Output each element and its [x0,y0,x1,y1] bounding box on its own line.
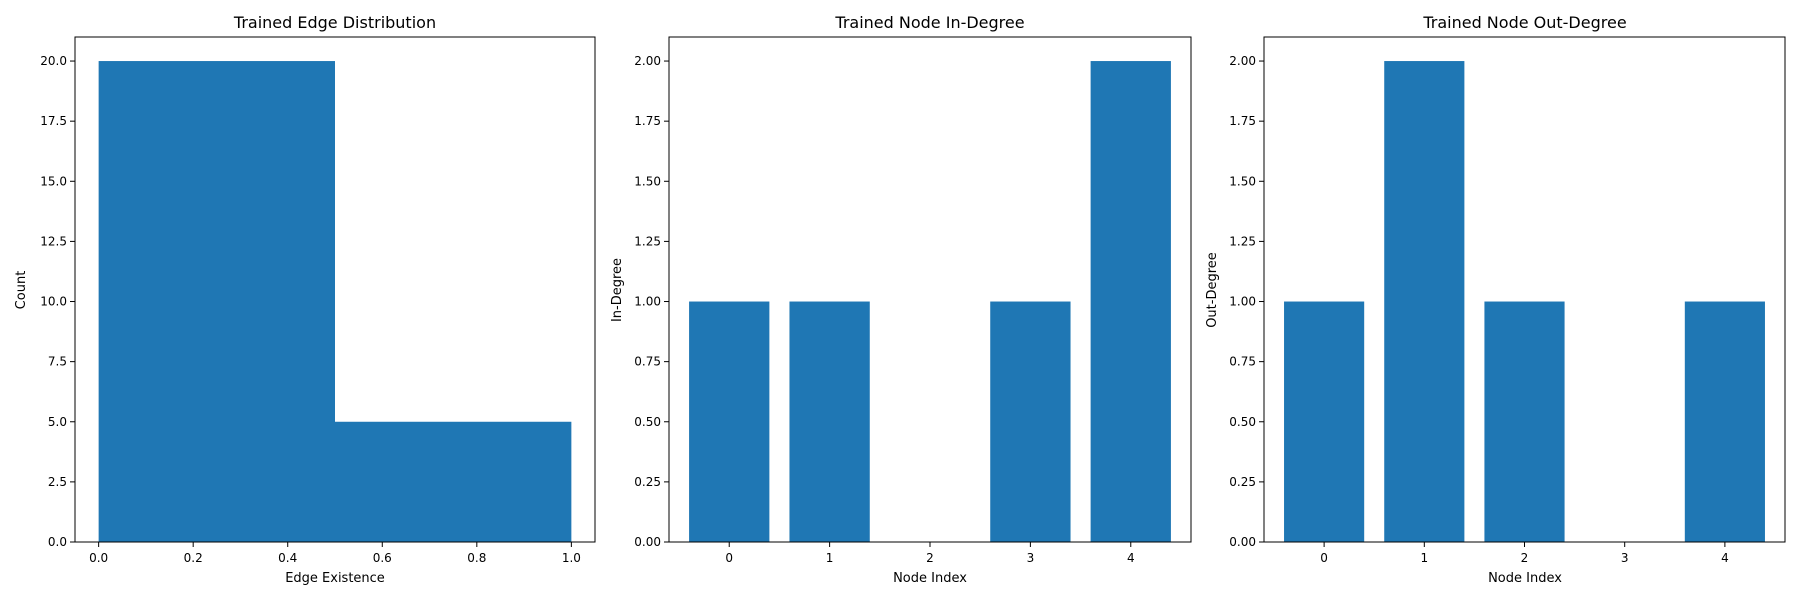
x-tick-label: 0 [1320,551,1328,565]
y-tick-label: 0.50 [634,415,661,429]
x-tick-label: 2 [926,551,934,565]
bars [98,61,572,543]
bars [689,61,1171,543]
y-tick-label: 7.5 [48,355,67,369]
y-tick-label: 2.00 [634,54,661,68]
y-tick-label: 1.75 [1229,114,1256,128]
y-ticks: 0.00 0.25 0.50 0.75 1.00 1.25 1.50 1.75 2.00 [634,54,669,549]
chart-title: Trained Node Out-Degree [1422,13,1626,32]
y-tick-label: 17.5 [40,114,67,128]
x-axis-label: Edge Existence [285,571,385,586]
bars [1284,61,1765,543]
subplot-in-degree: Trained Node In-Degree Node Index In-Deg… [610,13,1192,586]
x-axis-label: Node Index [1488,571,1562,586]
x-ticks: 0.0 0.2 0.4 0.6 0.8 1.0 [89,542,581,565]
x-tick-label: 3 [1027,551,1035,565]
y-ticks: 0.0 2.5 5.0 7.5 10.0 12.5 15.0 17.5 20.0 [40,54,75,549]
y-tick-label: 0.25 [1229,475,1256,489]
y-tick-label: 1.50 [634,174,661,188]
y-tick-label: 10.0 [40,295,67,309]
bar-node-1 [1384,61,1465,543]
y-tick-label: 0.25 [634,475,661,489]
x-ticks: 0 1 2 3 4 [725,542,1135,565]
x-tick-label: 0.6 [373,551,392,565]
y-tick-label: 15.0 [40,174,67,188]
y-tick-label: 0.75 [1229,355,1256,369]
bar-node-0 [689,301,770,542]
bar-node-0 [1284,301,1365,542]
y-tick-label: 1.00 [634,295,661,309]
y-tick-label: 1.75 [634,114,661,128]
y-tick-label: 0.75 [634,355,661,369]
x-tick-label: 0.0 [89,551,108,565]
x-tick-label: 4 [1721,551,1729,565]
y-tick-label: 0.0 [48,535,67,549]
y-axis-label: Count [14,271,29,310]
x-tick-label: 0.2 [184,551,203,565]
y-tick-label: 1.25 [1229,234,1256,248]
x-tick-label: 0.8 [467,551,486,565]
x-tick-label: 0 [725,551,733,565]
chart-title: Trained Node In-Degree [834,13,1024,32]
x-tick-label: 4 [1127,551,1135,565]
bar-node-3 [990,301,1071,542]
plot-frame [74,36,596,543]
y-tick-label: 5.0 [48,415,67,429]
y-tick-label: 1.00 [1229,295,1256,309]
y-tick-label: 1.25 [634,234,661,248]
histogram-bar-0 [98,61,336,543]
x-tick-label: 2 [1521,551,1529,565]
plot-frame [1263,36,1786,543]
bar-node-4 [1090,61,1171,543]
y-tick-label: 0.50 [1229,415,1256,429]
y-ticks: 0.00 0.25 0.50 0.75 1.00 1.25 1.50 1.75 2.00 [1229,54,1264,549]
y-tick-label: 1.50 [1229,174,1256,188]
y-tick-label: 0.00 [634,535,661,549]
x-ticks: 0 1 2 3 4 [1320,542,1729,565]
y-tick-label: 2.5 [48,475,67,489]
bar-node-4 [1684,301,1765,542]
histogram-bar-1 [335,421,572,542]
x-tick-label: 1 [1420,551,1428,565]
x-tick-label: 1.0 [562,551,581,565]
x-tick-label: 0.4 [278,551,297,565]
subplot-edge-distribution: Trained Edge Distribution Edge Existence… [14,13,596,586]
y-tick-label: 20.0 [40,54,67,68]
x-axis-label: Node Index [893,571,967,586]
y-tick-label: 2.00 [1229,54,1256,68]
subplot-out-degree: Trained Node Out-Degree Node Index Out-D… [1205,13,1786,586]
x-tick-label: 3 [1621,551,1629,565]
plot-frame [668,36,1192,543]
x-tick-label: 1 [826,551,834,565]
bar-node-1 [789,301,870,542]
chart-title: Trained Edge Distribution [233,13,436,32]
y-tick-label: 0.00 [1229,535,1256,549]
y-axis-label: Out-Degree [1205,252,1220,328]
bar-node-2 [1484,301,1565,542]
y-axis-label: In-Degree [610,258,625,322]
y-tick-label: 12.5 [40,234,67,248]
